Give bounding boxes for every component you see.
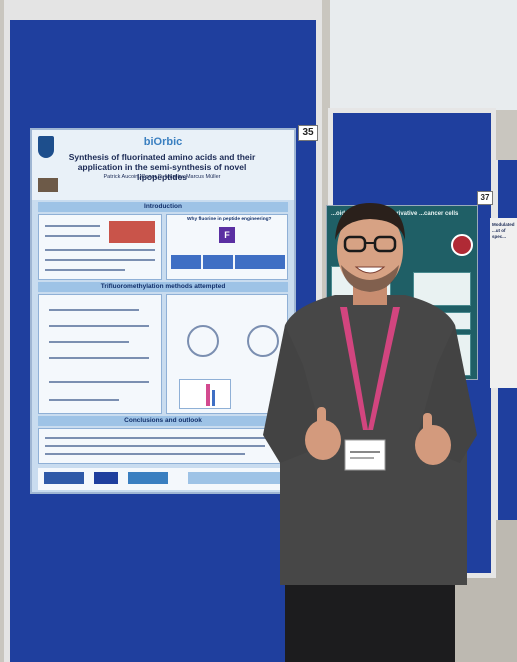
author-photo xyxy=(38,178,58,192)
left-thumb xyxy=(317,407,326,427)
person xyxy=(263,203,477,662)
lanyard-right-strap xyxy=(368,307,400,430)
method-right-panel xyxy=(166,294,288,414)
micrograph-image xyxy=(109,221,155,243)
conclusions-panel xyxy=(38,428,288,464)
section-conclusions: Conclusions and outlook xyxy=(38,416,288,426)
section-trifluoromethylation: Trifluoromethylation methods attempted xyxy=(38,282,288,292)
lanyard-left-strap xyxy=(340,307,368,430)
fluorine-glyph: F xyxy=(219,227,235,243)
poster-authors: Patrick Aucoin, Conor D. Murphy, Marcus … xyxy=(103,174,221,180)
window xyxy=(330,0,517,110)
left-thumbs-up-hand xyxy=(305,420,341,460)
face xyxy=(337,208,403,292)
poster-header xyxy=(32,130,294,200)
right-thumbs-up-hand xyxy=(415,425,451,465)
poster-brand-logo: biOrbic xyxy=(143,136,183,148)
section-introduction: Introduction xyxy=(38,202,288,212)
funding-logos-strip xyxy=(38,468,288,490)
smile xyxy=(354,266,386,274)
hair xyxy=(335,203,405,240)
chromatogram-chart xyxy=(179,379,231,409)
intro-right-label: Why fluorine in peptide engineering? xyxy=(187,217,272,222)
university-crest-icon xyxy=(38,136,54,158)
poster-number-35: 35 xyxy=(298,125,318,141)
poster-number-37: 37 xyxy=(477,191,493,205)
beard xyxy=(341,265,399,292)
board-frame-top xyxy=(4,0,322,20)
poster-title: Synthesis of fluorinated amino acids and… xyxy=(68,152,256,182)
method-left-panel xyxy=(38,294,162,414)
main-poster: biOrbic Synthesis of fluorinated amino a… xyxy=(30,128,296,494)
institution-seal-icon xyxy=(451,234,473,256)
name-badge xyxy=(344,439,386,471)
right-thumb xyxy=(423,413,432,433)
far-poster xyxy=(490,218,517,388)
intro-left-panel xyxy=(38,214,162,280)
intro-right-panel: Why fluorine in peptide engineering? F xyxy=(166,214,288,280)
far-poster-title: Modulated ...ut of spec... xyxy=(492,222,515,239)
